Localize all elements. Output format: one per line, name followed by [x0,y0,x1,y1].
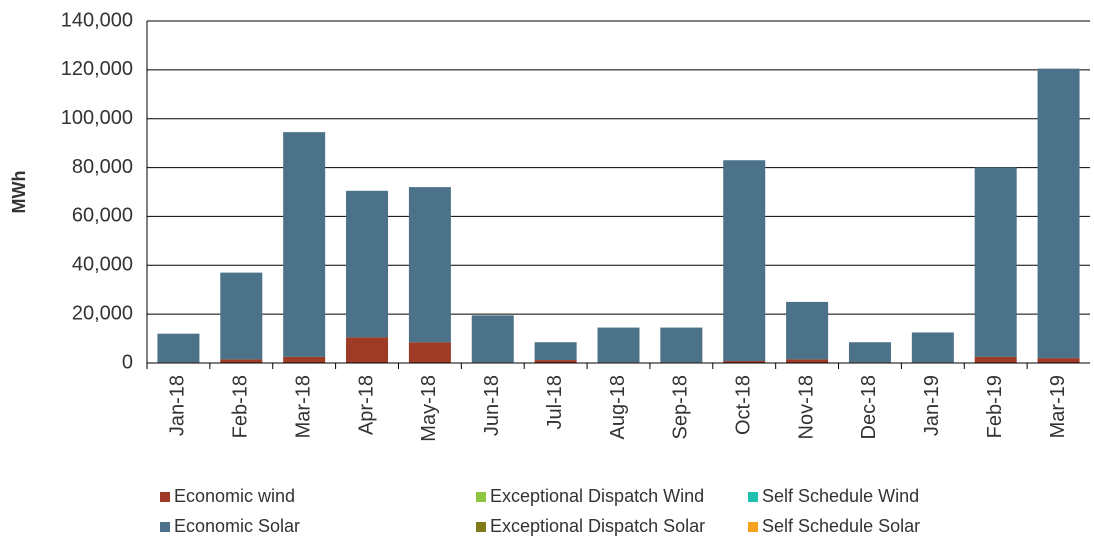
x-tick-label: Jan-19 [921,375,943,436]
bar-segment [220,359,263,363]
bar-segment [974,167,1017,357]
x-tick-label: Dec-18 [858,375,880,439]
legend-label: Economic wind [174,486,295,506]
y-axis-label: MWh [9,171,29,214]
legend-label: Exceptional Dispatch Wind [490,486,704,506]
legend-swatch [160,492,170,502]
bar-segment [911,332,954,363]
legend-swatch [476,522,486,532]
bar-segment [786,301,829,360]
y-tick-label: 20,000 [72,302,133,324]
y-tick-label: 80,000 [72,156,133,178]
bar-segment [157,333,200,363]
x-tick-label: Mar-18 [292,375,314,438]
x-tick-label: May-18 [418,375,440,442]
legend-label: Exceptional Dispatch Solar [490,516,705,536]
y-tick-label: 60,000 [72,205,133,227]
legend-swatch [748,522,758,532]
x-tick-label: Feb-18 [230,375,252,438]
bar-segment [1037,68,1080,359]
y-tick-label: 40,000 [72,254,133,276]
y-tick-label: 120,000 [61,58,133,80]
legend-label: Self Schedule Solar [762,516,920,536]
x-tick-label: Feb-19 [984,375,1006,438]
legend-swatch [748,492,758,502]
bar-segment [786,359,829,363]
x-tick-label: Jan-18 [167,375,189,436]
bar-segment [974,356,1017,363]
bar-segment [220,272,263,360]
y-tick-label: 100,000 [61,107,133,129]
bar-segment [346,337,389,363]
legend-label: Economic Solar [174,516,300,536]
y-tick-label: 140,000 [61,9,133,31]
x-tick-label: Aug-18 [607,375,629,440]
x-tick-label: Apr-18 [355,375,377,435]
bar-segment [597,327,640,363]
x-tick-label: Jun-18 [481,375,503,436]
legend-swatch [476,492,486,502]
bar-segment [408,342,451,363]
bar-segment [534,360,577,363]
x-tick-label: Jul-18 [544,375,566,429]
x-tick-label: Mar-19 [1047,375,1069,438]
bar-segment [283,356,326,363]
bar-segment [848,342,891,363]
x-tick-label: Nov-18 [795,375,817,439]
bar-segment [1037,358,1080,363]
x-tick-label: Sep-18 [670,375,692,440]
bar-segment [723,361,766,363]
bar-segment [408,187,451,343]
bar-segment [534,342,577,361]
bar-segment [471,315,514,363]
bar-segment [660,327,703,363]
bar-segment [283,132,326,357]
y-tick-label: 0 [122,351,133,373]
x-tick-label: Oct-18 [733,375,755,435]
legend-swatch [160,522,170,532]
bar-segment [346,190,389,338]
bar-segment [723,160,766,362]
legend-label: Self Schedule Wind [762,486,919,506]
